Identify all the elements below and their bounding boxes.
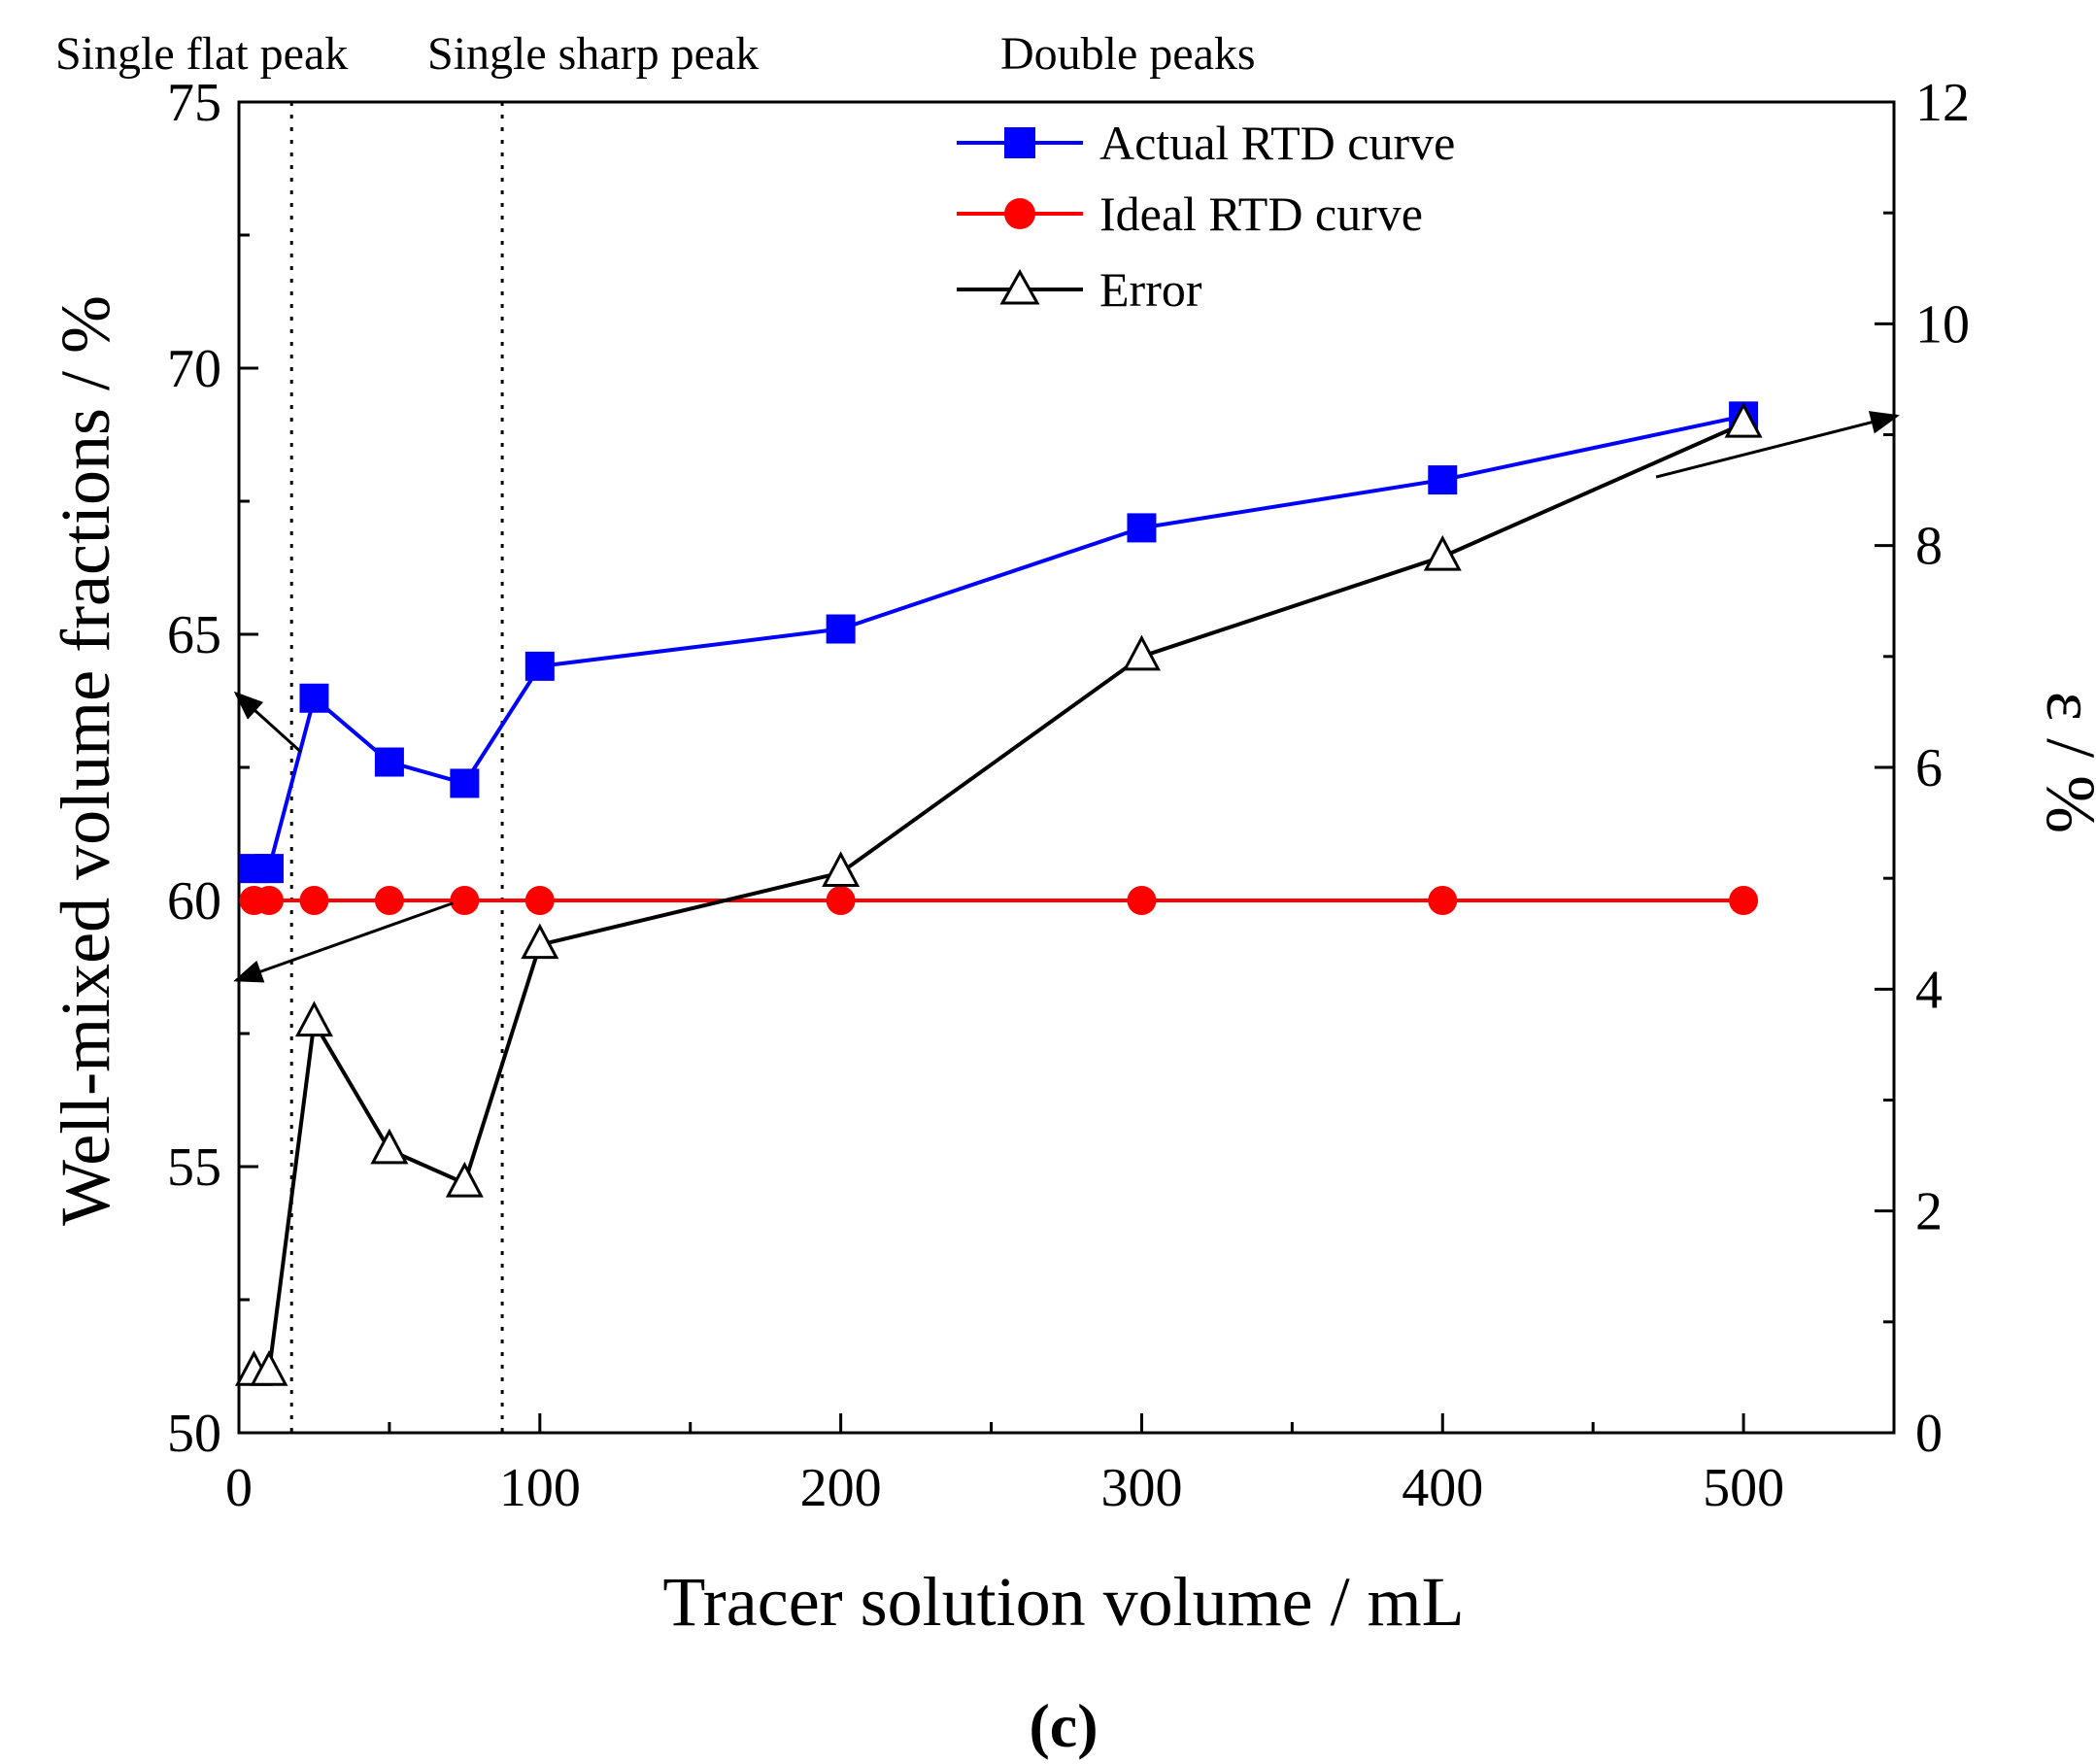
legend: Actual RTD curve Ideal RTD curve Error bbox=[957, 116, 1455, 317]
data-point-ideal-rtd-curve bbox=[254, 886, 284, 915]
x-tick-label: 100 bbox=[499, 1458, 581, 1518]
data-point-ideal-rtd-curve bbox=[374, 886, 404, 915]
y2-tick-label: 2 bbox=[1915, 1182, 1943, 1242]
x-tick-label: 500 bbox=[1703, 1458, 1784, 1518]
y-tick-label: 65 bbox=[167, 605, 221, 665]
arrow-error-to-left-axis bbox=[233, 901, 454, 983]
data-point-actual-rtd-curve bbox=[450, 768, 480, 798]
y2-tick-label: 6 bbox=[1915, 738, 1943, 798]
arrow-actual-to-left-axis bbox=[233, 691, 302, 753]
y-tick-label: 75 bbox=[167, 73, 221, 133]
region-label-double-peaks: Double peaks bbox=[1000, 28, 1256, 80]
region-labels: Single flat peak Single sharp peak Doubl… bbox=[55, 28, 1256, 80]
data-point-error bbox=[370, 1128, 409, 1165]
data-point-ideal-rtd-curve bbox=[1428, 886, 1458, 915]
series-layer bbox=[234, 401, 1763, 1386]
legend-error-marker bbox=[999, 268, 1040, 305]
y-tick-label: 60 bbox=[167, 871, 221, 932]
y2-axis-title: ε / % bbox=[2032, 692, 2096, 833]
data-point-actual-rtd-curve bbox=[374, 747, 404, 777]
legend-label-actual: Actual RTD curve bbox=[1099, 116, 1455, 170]
data-point-ideal-rtd-curve bbox=[299, 886, 329, 915]
axes: 0 100 200 300 400 500 50 55 60 65 70 75 0 2 4 6 8 10 12 bbox=[167, 73, 1970, 1518]
data-point-error bbox=[521, 923, 559, 960]
x-axis-title: Tracer solution volume / mL bbox=[662, 1563, 1464, 1641]
data-point-actual-rtd-curve bbox=[1428, 465, 1458, 495]
legend-label-error: Error bbox=[1099, 262, 1202, 317]
data-point-ideal-rtd-curve bbox=[826, 886, 856, 915]
x-tick-label: 0 bbox=[225, 1458, 253, 1518]
x-tick-label: 300 bbox=[1100, 1458, 1182, 1518]
y2-tick-label: 10 bbox=[1915, 294, 1970, 355]
y2-tick-label: 4 bbox=[1915, 960, 1943, 1020]
region-label-flat-peak: Single flat peak bbox=[55, 28, 348, 80]
data-point-ideal-rtd-curve bbox=[450, 886, 480, 915]
data-point-error bbox=[294, 1001, 333, 1037]
y2-tick-label: 0 bbox=[1915, 1404, 1943, 1464]
data-point-actual-rtd-curve bbox=[1127, 513, 1157, 543]
y2-tick-label: 8 bbox=[1915, 517, 1943, 577]
data-point-actual-rtd-curve bbox=[299, 683, 329, 713]
arrow-error-to-right-axis bbox=[1655, 411, 1900, 479]
data-point-ideal-rtd-curve bbox=[1729, 886, 1759, 915]
series-line-actual-rtd-curve bbox=[254, 414, 1744, 871]
data-point-error bbox=[445, 1161, 484, 1198]
data-point-ideal-rtd-curve bbox=[524, 886, 555, 915]
data-point-actual-rtd-curve bbox=[254, 854, 284, 884]
data-point-error bbox=[1122, 634, 1161, 671]
data-point-ideal-rtd-curve bbox=[1127, 886, 1157, 915]
data-point-error bbox=[822, 851, 861, 887]
region-label-sharp-peak: Single sharp peak bbox=[427, 28, 759, 80]
panel-label: (c) bbox=[1029, 1691, 1098, 1760]
x-tick-label: 400 bbox=[1402, 1458, 1483, 1518]
legend-ideal-marker bbox=[1004, 198, 1035, 229]
data-point-error bbox=[1423, 534, 1462, 571]
annotation-arrows bbox=[233, 411, 1900, 983]
data-point-actual-rtd-curve bbox=[524, 651, 555, 681]
series-line-error bbox=[254, 422, 1744, 1374]
y-tick-label: 70 bbox=[167, 339, 221, 399]
y-tick-label: 55 bbox=[167, 1137, 221, 1198]
data-point-error bbox=[1724, 401, 1763, 438]
y-axis-title: Well-mixed volume fractions / % bbox=[47, 295, 124, 1226]
data-point-actual-rtd-curve bbox=[826, 614, 856, 644]
x-tick-label: 200 bbox=[800, 1458, 882, 1518]
plot-frame bbox=[237, 100, 1896, 1435]
legend-label-ideal: Ideal RTD curve bbox=[1099, 187, 1423, 241]
data-point-error bbox=[250, 1350, 288, 1386]
legend-actual-marker bbox=[1004, 127, 1035, 158]
y-tick-label: 50 bbox=[167, 1404, 221, 1464]
y2-tick-label: 12 bbox=[1915, 73, 1970, 133]
